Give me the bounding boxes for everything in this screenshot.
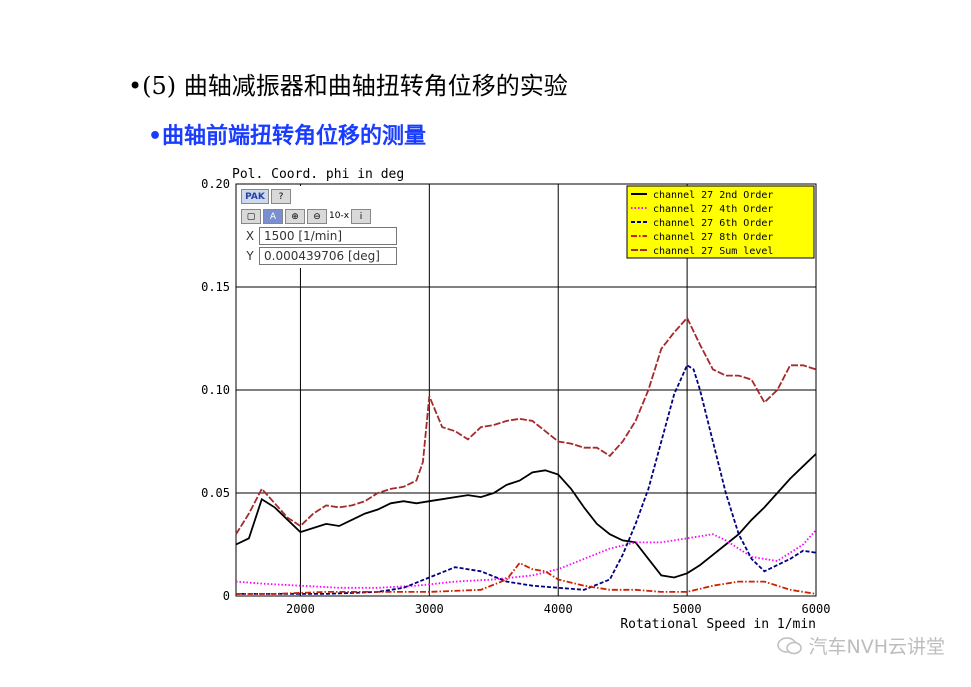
chart-title: Pol. Coord. phi in deg	[232, 167, 404, 182]
series-line-2	[235, 529, 817, 589]
series-line-4	[236, 561, 817, 595]
pak-logo-button[interactable]: PAK	[241, 188, 269, 204]
x-readout-field[interactable]: 1500 [1/min]	[259, 227, 397, 245]
legend-box	[626, 185, 815, 259]
zoom-out-icon[interactable]: ⊖	[307, 208, 327, 224]
wechat-icon	[776, 636, 802, 654]
legend-label: channel 27 4th Order	[653, 204, 773, 215]
x-tick-label: 4000	[544, 602, 573, 616]
cursor-toolbox: PAK ? ▢ A ⊕ ⊖ 10-x i X 1500 [1/min] Y 0.…	[241, 186, 401, 268]
y-tick-label: 0.10	[201, 383, 230, 397]
series-line-5	[235, 316, 817, 535]
series-line-3	[236, 363, 817, 595]
info-icon[interactable]: i	[351, 208, 372, 224]
help-button[interactable]: ?	[271, 188, 291, 204]
legend-label: channel 27 Sum level	[653, 246, 773, 257]
y-readout-label: Y	[246, 249, 254, 263]
x-tick-label: 3000	[415, 602, 444, 616]
y-tick-label: 0.20	[201, 177, 230, 191]
x-axis-label: Rotational Speed in 1/min	[620, 617, 816, 632]
y-tick-label: 0.15	[201, 280, 230, 294]
watermark-text: 汽车NVH云讲堂	[808, 636, 946, 658]
cursor-mode-icon[interactable]: A	[263, 208, 283, 224]
series-line-1	[235, 453, 817, 579]
legend-label: channel 27 8th Order	[653, 232, 773, 243]
zoom-in-icon[interactable]: ⊕	[285, 208, 305, 224]
y-tick-label: 0.05	[201, 486, 230, 500]
watermark: 汽车NVH云讲堂	[776, 632, 946, 659]
x-tick-label: 2000	[286, 602, 315, 616]
zoom-factor-button[interactable]: 10-x	[329, 210, 350, 221]
legend-label: channel 27 6th Order	[653, 218, 773, 229]
y-readout-field[interactable]: 0.000439706 [deg]	[259, 247, 397, 265]
slide-subheading: •曲轴前端扭转角位移的测量	[148, 124, 427, 149]
x-tick-label: 6000	[802, 602, 831, 616]
y-tick-label: 0	[223, 589, 230, 603]
slide-heading: •(5) 曲轴减振器和曲轴扭转角位移的实验	[128, 72, 568, 100]
frame-icon[interactable]: ▢	[241, 208, 261, 224]
x-tick-label: 5000	[673, 602, 702, 616]
x-readout-label: X	[245, 229, 255, 243]
legend-label: channel 27 2nd Order	[653, 190, 773, 201]
